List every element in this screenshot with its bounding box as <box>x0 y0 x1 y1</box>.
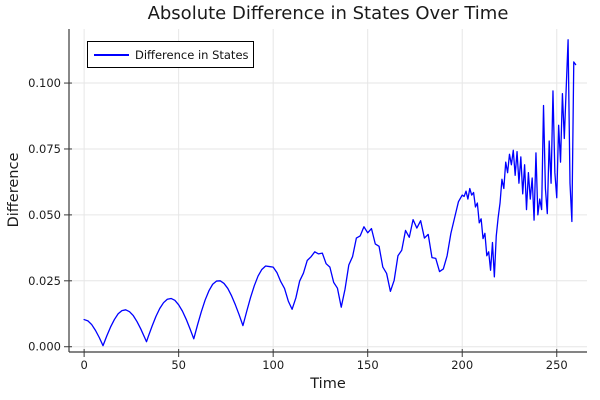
legend: Difference in States <box>87 41 254 68</box>
x-tick-label: 50 <box>171 358 186 372</box>
y-axis-label: Difference <box>6 152 22 228</box>
tick-labels: 0 50 100 150 200 250 0.000 0.025 0.050 0.075 0.100 <box>28 76 568 372</box>
axes <box>64 29 587 357</box>
x-tick-label: 150 <box>357 358 379 372</box>
series <box>83 39 577 347</box>
x-tick-label: 100 <box>262 358 284 372</box>
legend-label: Difference in States <box>135 47 249 62</box>
x-tick-label: 0 <box>80 358 87 372</box>
y-tick-label: 0.000 <box>28 340 61 354</box>
x-axis-label: Time <box>310 376 346 392</box>
chart-title: Absolute Difference in States Over Time <box>147 3 509 24</box>
y-tick-label: 0.025 <box>28 274 61 288</box>
y-tick-label: 0.050 <box>28 208 61 222</box>
y-tick-label: 0.100 <box>28 76 61 90</box>
y-tick-label: 0.075 <box>28 142 61 156</box>
x-tick-label: 250 <box>546 358 568 372</box>
gridlines <box>69 29 587 352</box>
difference-line <box>83 39 577 347</box>
x-tick-label: 200 <box>451 358 473 372</box>
legend-line-sample-icon <box>94 53 129 56</box>
